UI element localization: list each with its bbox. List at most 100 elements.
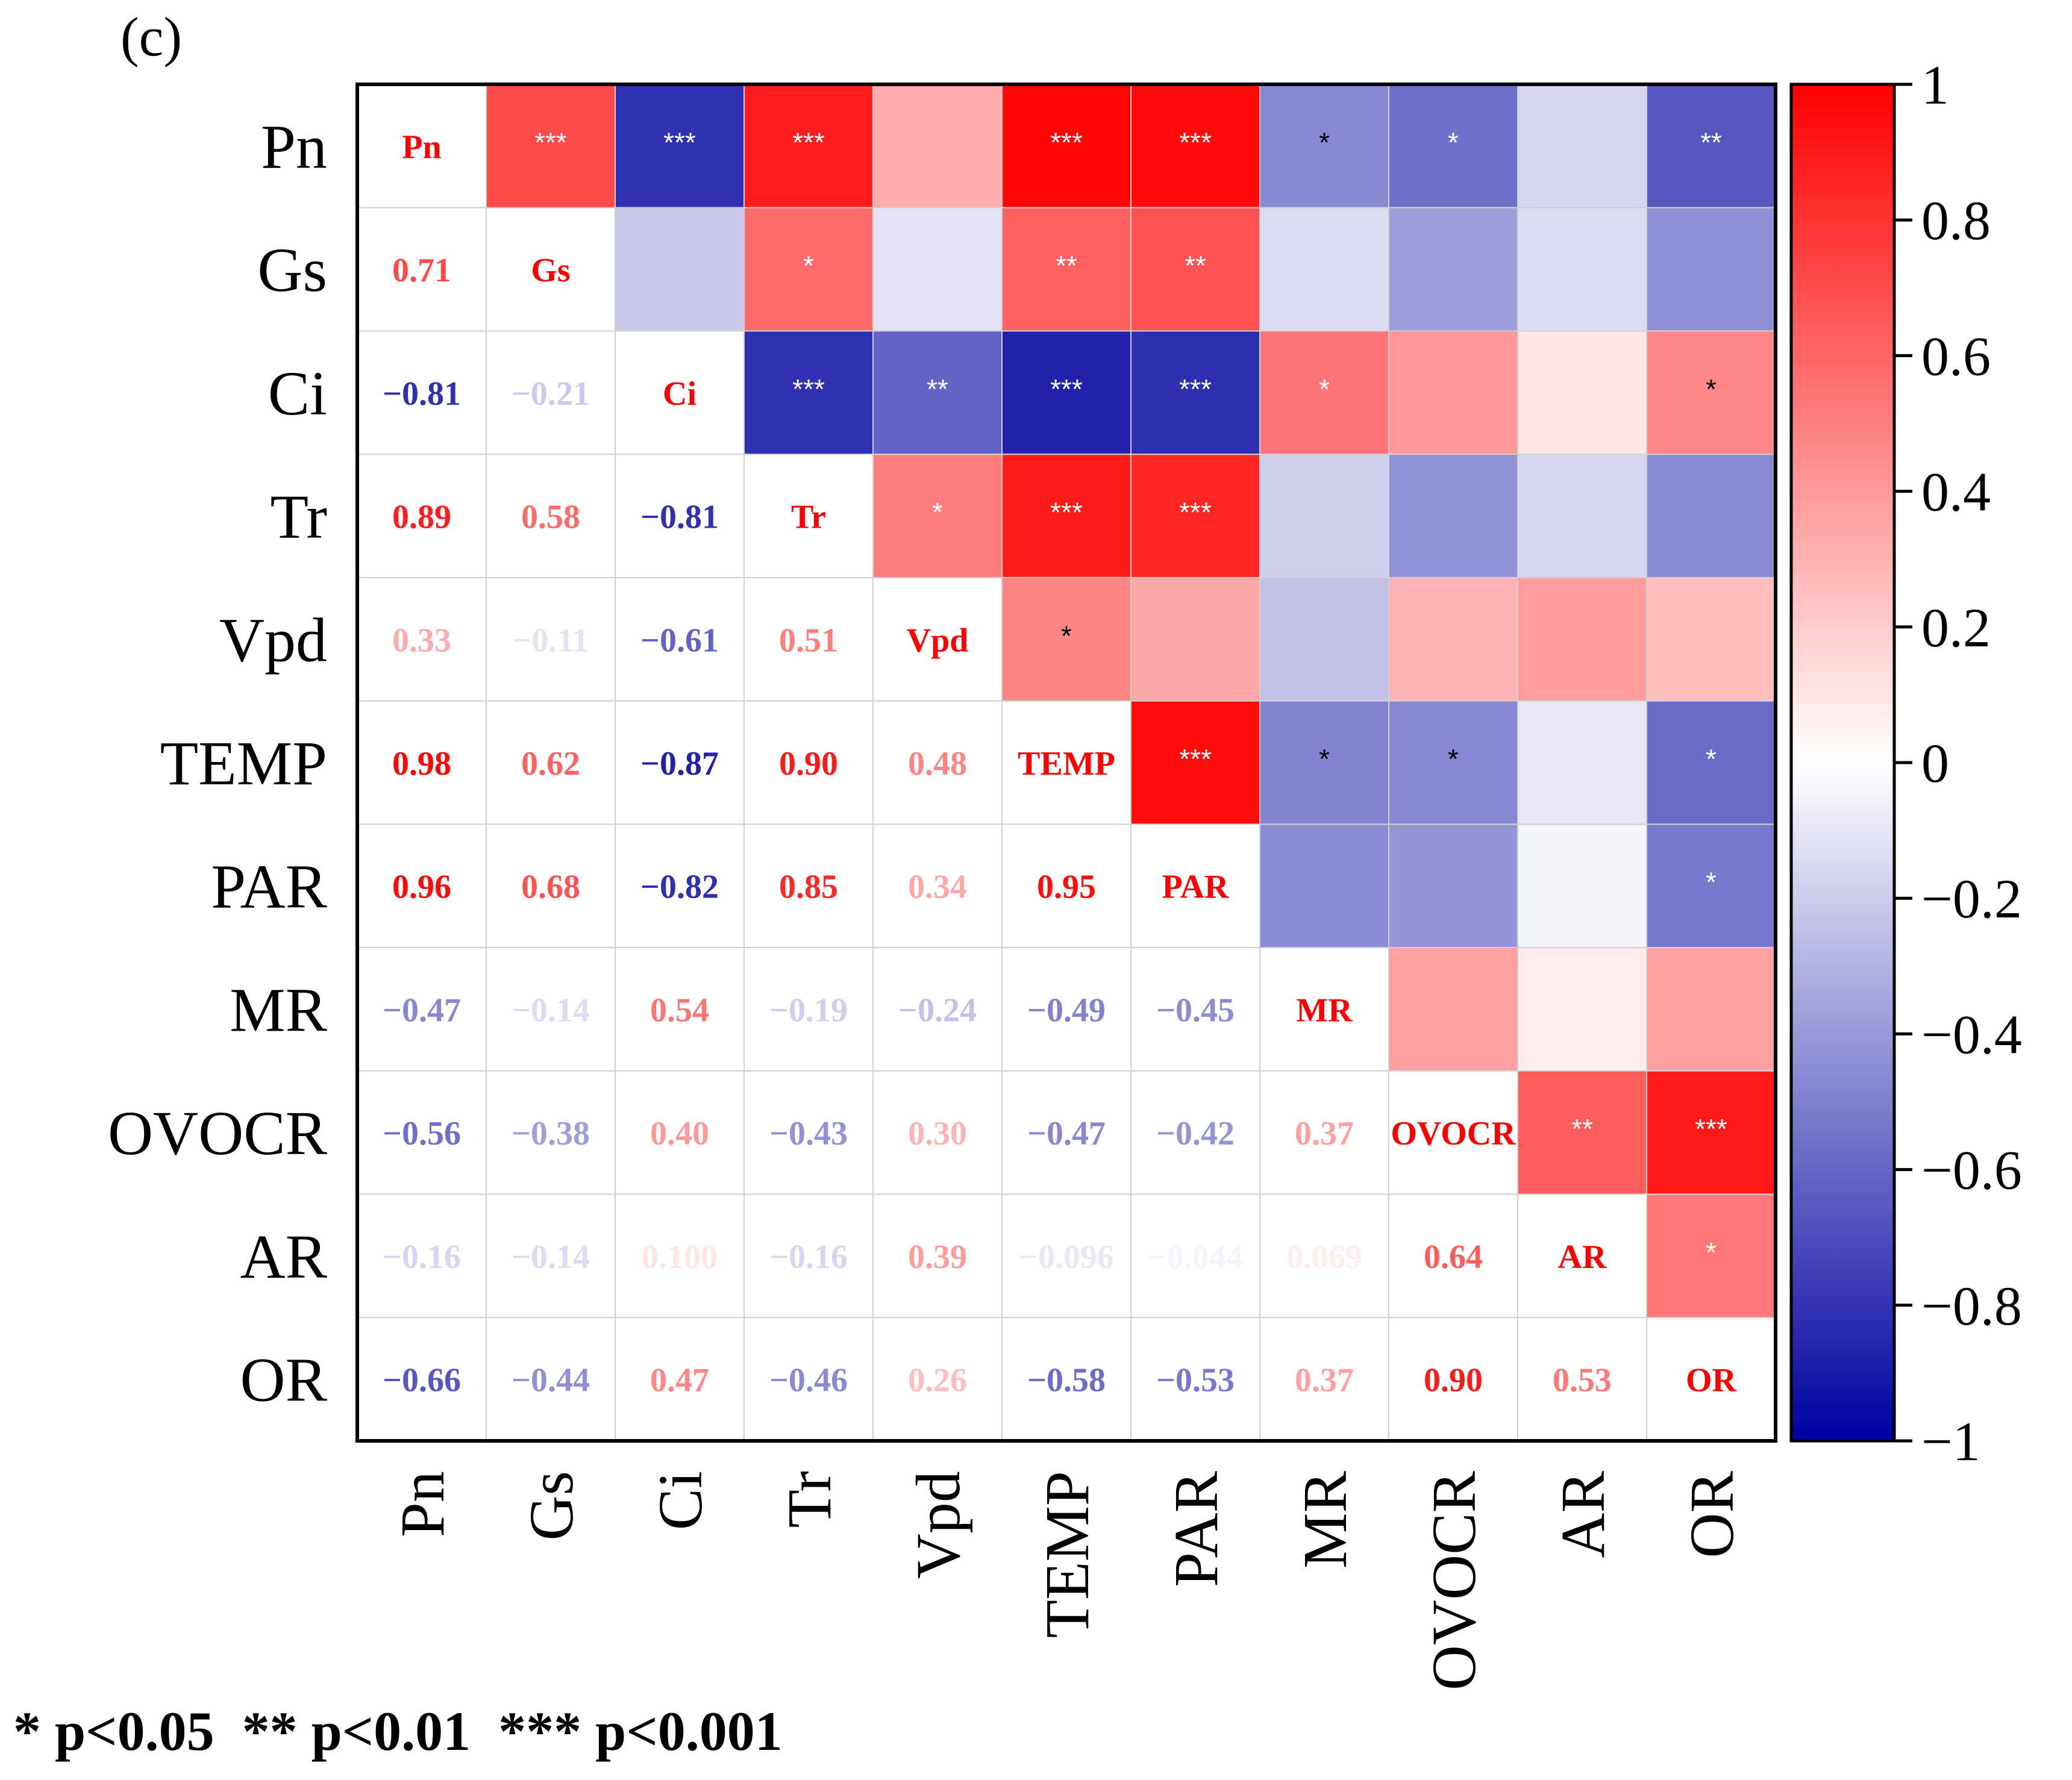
significance-stars-Pn-OVOCR: *	[1448, 126, 1459, 158]
cell-OVOCR-Ci	[615, 1070, 745, 1195]
significance-stars-Tr-TEMP: ***	[1050, 497, 1083, 528]
cell-PAR-OR	[1646, 823, 1776, 949]
diagonal-label-Pn: Pn	[402, 128, 441, 166]
diagonal-label-Ci: Ci	[663, 375, 696, 413]
cell-TEMP-Gs	[486, 700, 616, 825]
colorbar-tick-label: 0.6	[1921, 325, 1991, 387]
significance-stars-TEMP-OR: *	[1706, 743, 1717, 775]
cell-Tr-AR	[1517, 454, 1647, 578]
value-label-AR-TEMP: −0.096	[1019, 1238, 1114, 1276]
cell-MR-Vpd	[872, 947, 1003, 1072]
cell-AR-Ci	[615, 1193, 745, 1319]
significance-stars-Pn-Ci: ***	[663, 126, 696, 158]
value-label-TEMP-Pn: 0.98	[392, 745, 451, 782]
column-label-Pn: Pn	[388, 1471, 457, 1537]
significance-stars-Gs-TEMP: **	[1056, 250, 1077, 281]
cell-PAR-Pn	[357, 823, 487, 949]
cell-TEMP-AR	[1517, 700, 1647, 825]
cell-Gs-MR	[1259, 207, 1389, 332]
cell-MR-PAR	[1130, 947, 1260, 1072]
matrix-border	[355, 83, 1777, 1443]
value-label-OR-Gs: −0.44	[512, 1362, 590, 1399]
cell-OVOCR-OR	[1646, 1070, 1776, 1195]
value-label-TEMP-Vpd: 0.48	[908, 745, 967, 782]
cell-MR-Tr	[743, 947, 874, 1072]
cell-TEMP-PAR	[1130, 700, 1260, 825]
significance-stars-Ci-MR: *	[1319, 373, 1330, 405]
cell-Gs-OR	[1646, 207, 1776, 332]
cell-TEMP-Tr	[743, 700, 874, 825]
cell-OVOCR-MR	[1259, 1070, 1389, 1195]
cell-MR-OR	[1646, 947, 1776, 1072]
value-label-OVOCR-TEMP: −0.47	[1027, 1115, 1106, 1152]
significance-stars-Pn-MR: *	[1319, 126, 1330, 158]
row-label-Pn: Pn	[261, 112, 327, 181]
cell-OVOCR-PAR	[1130, 1070, 1260, 1195]
diagonal-label-AR: AR	[1558, 1238, 1607, 1276]
cell-Vpd-AR	[1517, 576, 1647, 702]
cell-Gs-Gs	[486, 207, 616, 332]
cell-OR-Pn	[357, 1317, 487, 1441]
cell-MR-Gs	[486, 947, 616, 1072]
cell-Pn-Pn	[357, 84, 487, 208]
value-label-Vpd-Pn: 0.33	[392, 622, 451, 659]
cell-Vpd-Tr	[743, 576, 874, 702]
cell-OR-AR	[1517, 1317, 1647, 1441]
cell-PAR-MR	[1259, 823, 1389, 949]
colorbar-tick-label: 0.4	[1921, 461, 1991, 523]
cell-PAR-Tr	[743, 823, 874, 949]
heatmap-cells	[357, 84, 1776, 1441]
row-label-Vpd: Vpd	[219, 605, 327, 675]
cell-OR-Tr	[743, 1317, 874, 1441]
significance-stars-TEMP-OVOCR: *	[1448, 743, 1459, 775]
value-label-MR-Pn: −0.47	[383, 991, 461, 1029]
column-label-Tr: Tr	[775, 1471, 844, 1528]
value-label-Vpd-Gs: −0.11	[513, 622, 589, 659]
cell-PAR-OVOCR	[1388, 823, 1518, 949]
diagonal-label-MR: MR	[1296, 991, 1353, 1029]
value-label-AR-Ci: 0.100	[642, 1238, 718, 1276]
value-label-OR-Vpd: 0.26	[908, 1362, 967, 1399]
row-label-MR: MR	[230, 975, 327, 1045]
cell-Gs-Ci	[615, 207, 745, 332]
cell-OR-Vpd	[872, 1317, 1003, 1441]
cell-Gs-Pn	[357, 207, 487, 332]
colorbar-gradient	[1789, 83, 1896, 1443]
cell-Vpd-Vpd	[872, 576, 1003, 702]
cell-Pn-AR	[1517, 84, 1647, 208]
cell-TEMP-OR	[1646, 700, 1776, 825]
value-label-OR-MR: 0.37	[1295, 1362, 1354, 1399]
diagonal-label-OR: OR	[1686, 1362, 1737, 1399]
cell-AR-Pn	[357, 1193, 487, 1319]
cell-Pn-MR	[1259, 84, 1389, 208]
cell-OR-Ci	[615, 1317, 745, 1441]
colorbar-tick-label: −0.6	[1921, 1140, 2022, 1201]
cell-TEMP-Pn	[357, 700, 487, 825]
cell-Ci-TEMP	[1001, 330, 1131, 455]
cell-Tr-Tr	[743, 454, 874, 578]
value-label-AR-Gs: −0.14	[512, 1238, 590, 1276]
value-label-OVOCR-PAR: −0.42	[1156, 1115, 1235, 1152]
cell-Tr-OVOCR	[1388, 454, 1518, 578]
value-label-TEMP-Tr: 0.90	[779, 745, 838, 782]
cell-Tr-Gs	[486, 454, 616, 578]
value-label-OVOCR-Vpd: 0.30	[908, 1115, 967, 1152]
cell-Ci-OVOCR	[1388, 330, 1518, 455]
value-label-PAR-Gs: 0.68	[521, 869, 580, 906]
value-label-TEMP-Ci: −0.87	[640, 745, 719, 782]
colorbar-tick-label: 0.8	[1921, 190, 1991, 251]
column-label-AR: AR	[1548, 1470, 1618, 1558]
diagonal-label-Tr: Tr	[791, 499, 826, 536]
value-label-OR-Tr: −0.46	[769, 1362, 848, 1399]
cell-Vpd-TEMP	[1001, 576, 1131, 702]
value-label-MR-Vpd: −0.24	[898, 991, 977, 1029]
value-label-Tr-Pn: 0.89	[392, 499, 451, 536]
value-label-TEMP-Gs: 0.62	[521, 745, 580, 782]
cell-Tr-Ci	[615, 454, 745, 578]
cell-Tr-Vpd	[872, 454, 1003, 578]
cell-PAR-Gs	[486, 823, 616, 949]
cell-OR-OVOCR	[1388, 1317, 1518, 1441]
column-label-OVOCR: OVOCR	[1419, 1470, 1489, 1690]
significance-stars-PAR-OR: *	[1706, 867, 1717, 898]
cell-PAR-PAR	[1130, 823, 1260, 949]
